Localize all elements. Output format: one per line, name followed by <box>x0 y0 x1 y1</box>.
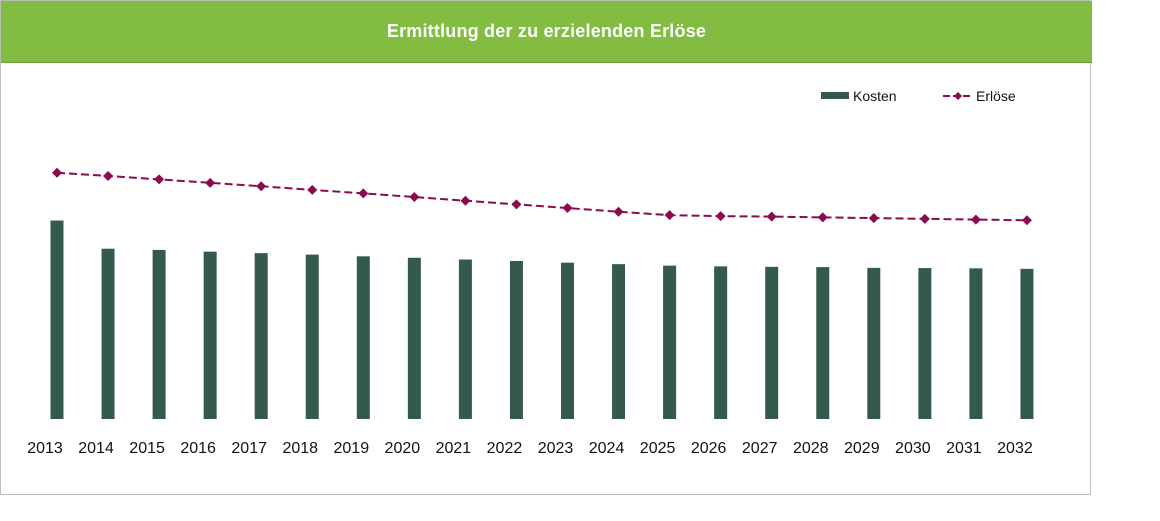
bar-kosten-2021 <box>458 259 472 419</box>
point-erloese-2032 <box>1021 215 1032 226</box>
x-tick-label: 2029 <box>844 440 880 457</box>
x-tick-label: 2031 <box>946 440 982 457</box>
point-erloese-2022 <box>511 199 522 210</box>
point-erloese-2020 <box>409 192 420 203</box>
bar-kosten-2024 <box>612 264 626 419</box>
point-erloese-2027 <box>766 211 777 222</box>
x-tick-label: 2024 <box>589 440 625 457</box>
bar-kosten-2017 <box>254 253 268 419</box>
bar-kosten-2026 <box>714 266 728 419</box>
point-erloese-2018 <box>307 184 318 195</box>
bar-kosten-2013 <box>50 220 64 419</box>
point-erloese-2014 <box>103 170 114 181</box>
bar-kosten-2018 <box>305 254 319 419</box>
point-erloese-2015 <box>154 174 165 185</box>
bar-kosten-2025 <box>663 265 677 419</box>
bar-kosten-2023 <box>561 262 574 419</box>
x-tick-label: 2018 <box>282 440 318 457</box>
x-tick-label: 2014 <box>78 440 114 457</box>
legend-erloese-label: Erlöse <box>976 88 1016 104</box>
x-tick-label: 2013 <box>27 440 63 457</box>
point-erloese-2021 <box>460 195 471 206</box>
chart-plot: 2013 2014 2015 2016 2017 2018 2019 2020 2021 2022… <box>27 88 1034 457</box>
point-erloese-2016 <box>205 177 216 188</box>
legend-kosten-label: Kosten <box>853 88 897 104</box>
chart-header: Ermittlung der zu erzielenden Erlöse <box>1 1 1092 63</box>
bar-kosten-2015 <box>152 249 166 419</box>
x-tick-label: 2017 <box>231 440 267 457</box>
point-erloese-2017 <box>256 181 267 192</box>
x-tick-label: 2021 <box>436 440 472 457</box>
bar-kosten-2020 <box>407 257 421 419</box>
point-erloese-2026 <box>715 211 726 222</box>
chart-title: Ermittlung der zu erzielenden Erlöse <box>386 21 707 41</box>
line-erloese <box>56 171 1027 222</box>
point-erloese-2031 <box>970 214 981 225</box>
bar-kosten-2028 <box>816 267 830 419</box>
bar-kosten-2016 <box>203 251 217 419</box>
x-tick-label: 2026 <box>691 440 727 457</box>
legend-erloese-marker <box>954 92 962 100</box>
x-tick-label: 2015 <box>129 440 165 457</box>
x-tick-label: 2020 <box>385 440 421 457</box>
bar-kosten-2027 <box>765 266 779 419</box>
x-tick-label: 2016 <box>180 440 216 457</box>
x-tick-label: 2023 <box>538 440 574 457</box>
point-erloese-2030 <box>919 213 930 224</box>
legend-kosten-swatch <box>821 92 849 99</box>
x-tick-label: 2032 <box>997 440 1033 457</box>
bar-kosten-2031 <box>969 268 983 419</box>
chart-frame: Ermittlung der zu erzielenden Erlöse 201… <box>0 0 1092 495</box>
x-tick-label: 2028 <box>793 440 829 457</box>
bar-kosten-2022 <box>509 260 523 419</box>
bar-kosten-2030 <box>918 268 932 419</box>
point-erloese-2024 <box>613 206 624 217</box>
point-erloese-2028 <box>817 212 828 223</box>
bar-kosten-2014 <box>101 248 115 419</box>
x-tick-label: 2019 <box>334 440 370 457</box>
x-tick-label: 2027 <box>742 440 778 457</box>
point-erloese-2019 <box>358 188 369 199</box>
bar-kosten-2019 <box>356 256 370 419</box>
bar-kosten-2032 <box>1020 268 1034 419</box>
point-erloese-2023 <box>562 203 573 214</box>
point-erloese-2025 <box>664 210 675 221</box>
x-tick-label: 2022 <box>487 440 523 457</box>
point-erloese-2029 <box>868 213 879 224</box>
point-erloese-2013 <box>52 167 62 178</box>
x-tick-label: 2030 <box>895 440 931 457</box>
bar-kosten-2029 <box>867 267 881 419</box>
x-tick-label: 2025 <box>640 440 676 457</box>
